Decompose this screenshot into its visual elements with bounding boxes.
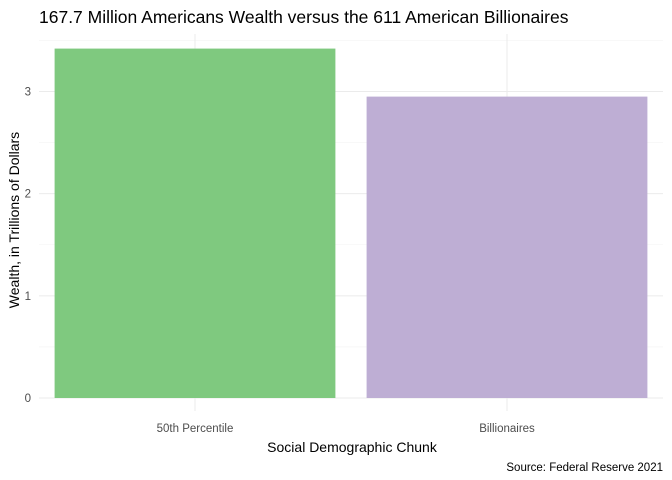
bar-50th-percentile: [54, 48, 336, 399]
x-tick-label: 50th Percentile: [157, 423, 234, 435]
y-axis-title: Wealth, in Trillions of Dollars: [6, 132, 22, 308]
y-axis-ticks: 0 1 2 3: [25, 87, 31, 406]
chart-title: 167.7 Million Americans Wealth versus th…: [39, 7, 569, 27]
chart-caption: Source: Federal Reserve 2021: [506, 462, 663, 474]
y-tick-label: 3: [25, 87, 31, 99]
y-tick-label: 0: [25, 393, 31, 405]
x-axis-title: Social Demographic Chunk: [267, 439, 438, 455]
y-tick-label: 2: [25, 189, 31, 201]
y-tick-label: 1: [25, 291, 31, 303]
x-axis-ticks: 50th Percentile Billionaires: [157, 423, 535, 435]
bar-billionaires: [366, 96, 648, 398]
x-tick-label: Billionaires: [479, 423, 535, 435]
bars: [54, 48, 648, 399]
